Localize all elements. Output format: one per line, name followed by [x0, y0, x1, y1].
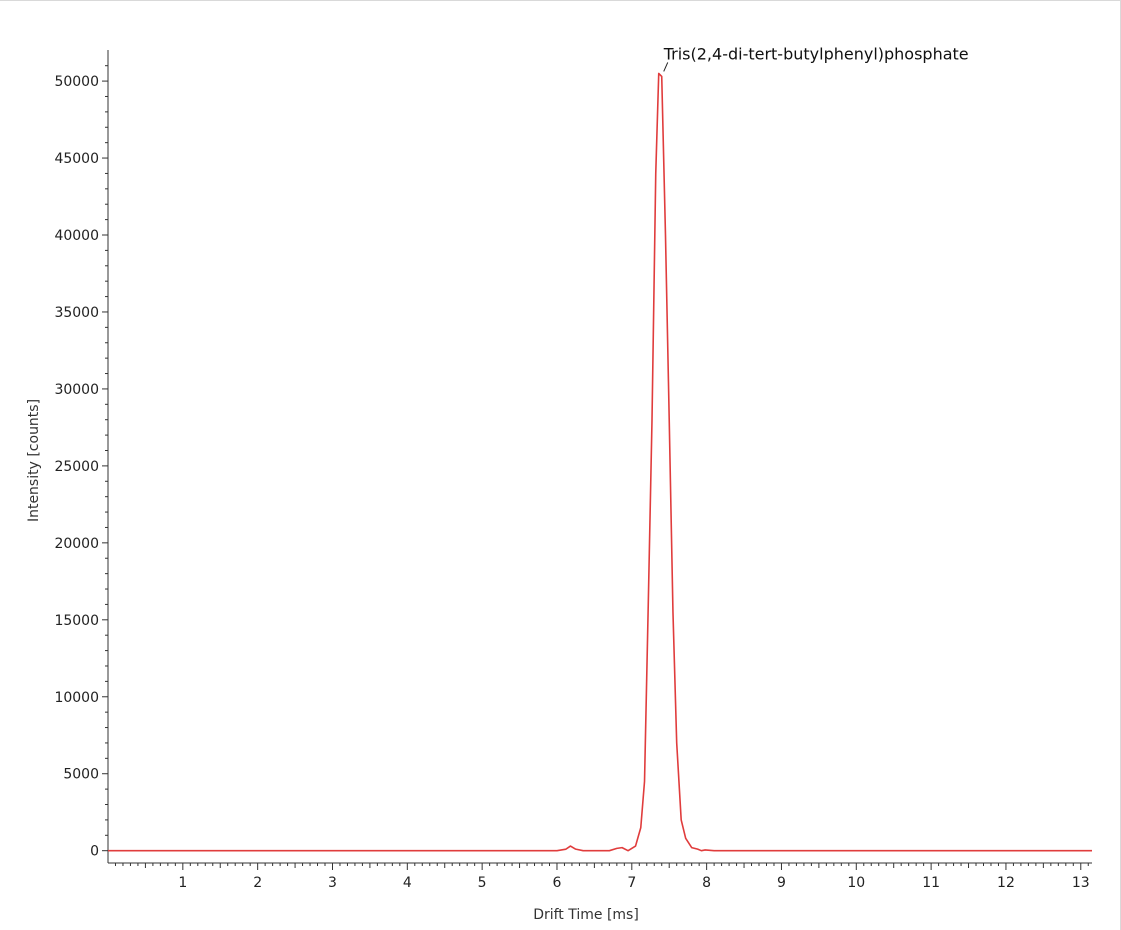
- series-group: [108, 72, 1092, 852]
- series-line-1: [108, 72, 1092, 852]
- x-tick-label: 3: [328, 875, 337, 891]
- annotations-group: Tris(2,4-di-tert-butylphenyl)phosphate: [663, 44, 969, 72]
- y-tick-label: 25000: [54, 459, 99, 475]
- x-tick-label: 2: [253, 875, 262, 891]
- y-axis-ticks: 0 5000 10000 15000 20000 25000 30000 35000 40000…: [54, 65, 108, 860]
- x-tick-label: 9: [777, 875, 786, 891]
- x-tick-label: 1: [178, 875, 187, 891]
- x-tick-label: 12: [997, 875, 1015, 891]
- y-tick-label: 45000: [54, 151, 99, 167]
- y-tick-label: 40000: [54, 228, 99, 244]
- x-axis-ticks: 1 2 3 4 5 6 7 8 9 10 11 12 13: [114, 863, 1090, 891]
- x-axis-title: Drift Time [ms]: [533, 907, 639, 923]
- y-tick-label: 15000: [54, 613, 99, 629]
- x-tick-label: 10: [847, 875, 865, 891]
- annotation-leader-line: [663, 62, 669, 72]
- peak-annotation: Tris(2,4-di-tert-butylphenyl)phosphate: [663, 44, 969, 63]
- y-axis-title: Intensity [counts]: [26, 399, 42, 522]
- x-tick-label: 7: [627, 875, 636, 891]
- x-tick-label: 8: [702, 875, 711, 891]
- x-tick-label: 6: [553, 875, 562, 891]
- y-tick-label: 10000: [54, 690, 99, 706]
- x-tick-label: 11: [922, 875, 940, 891]
- y-tick-label: 50000: [54, 74, 99, 90]
- x-tick-label: 5: [478, 875, 487, 891]
- x-tick-label: 4: [403, 875, 412, 891]
- y-tick-label: 5000: [63, 767, 99, 783]
- y-tick-label: 30000: [54, 382, 99, 398]
- y-tick-label: 0: [90, 844, 99, 860]
- y-tick-label: 20000: [54, 536, 99, 552]
- x-tick-label: 13: [1072, 875, 1090, 891]
- y-tick-label: 35000: [54, 305, 99, 321]
